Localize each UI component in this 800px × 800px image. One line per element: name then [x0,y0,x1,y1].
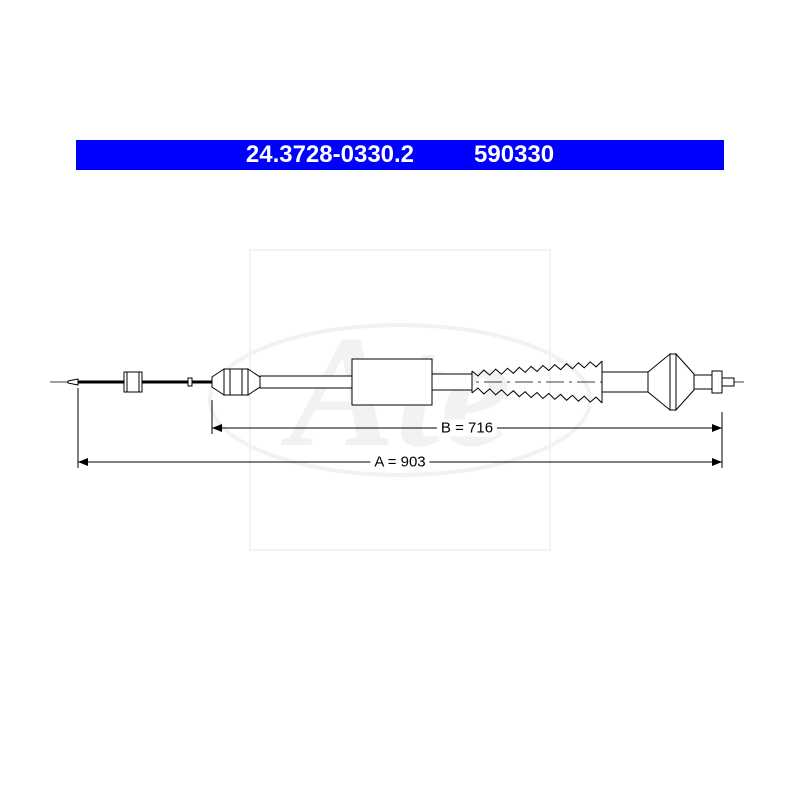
dimension-a-label: A = 903 [370,454,429,471]
technical-drawing [0,0,800,800]
canvas: 24.3728-0330.2 590330 Ate B = 716 A = 90… [0,0,800,800]
dimension-b-label: B = 716 [437,420,497,437]
